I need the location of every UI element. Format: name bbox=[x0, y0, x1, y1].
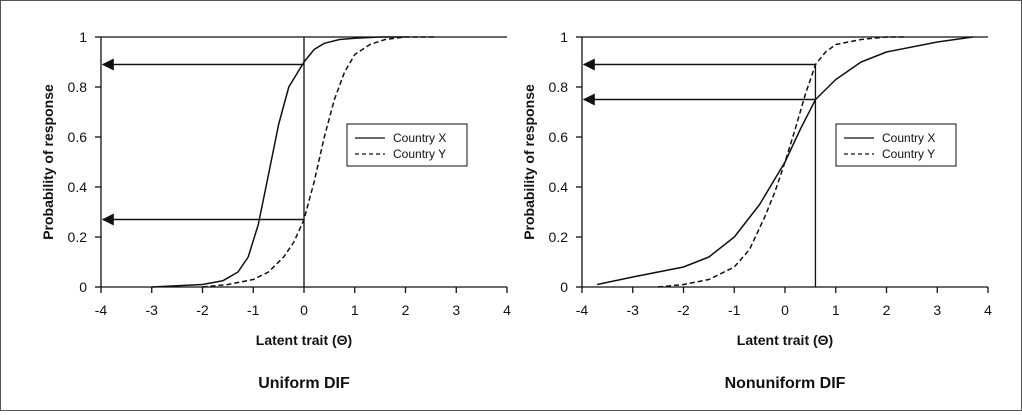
x-tick-label: 2 bbox=[402, 302, 410, 318]
x-tick-label: 4 bbox=[503, 302, 511, 318]
x-tick-label: 0 bbox=[300, 302, 308, 318]
legend-box bbox=[835, 123, 957, 167]
y-tick-label: 1 bbox=[560, 29, 568, 45]
x-tick-label: -1 bbox=[247, 302, 260, 318]
x-tick-label: -4 bbox=[576, 302, 589, 318]
y-tick-label: 0.4 bbox=[68, 179, 88, 195]
chart-caption: Nonuniform DIF bbox=[725, 375, 846, 392]
legend-label: Country X bbox=[882, 131, 935, 145]
y-tick-label: 0 bbox=[79, 279, 87, 295]
legend-box bbox=[346, 123, 468, 167]
y-tick-label: 1 bbox=[79, 29, 87, 45]
y-tick-label: 0.2 bbox=[68, 229, 88, 245]
x-tick-label: 3 bbox=[933, 302, 941, 318]
x-tick-label: 1 bbox=[351, 302, 359, 318]
y-tick-label: 0 bbox=[560, 279, 568, 295]
x-tick-label: 4 bbox=[984, 302, 992, 318]
legend: Country X Country Y bbox=[346, 123, 468, 167]
chart-caption: Uniform DIF bbox=[258, 375, 350, 392]
x-tick-label: 3 bbox=[452, 302, 460, 318]
x-tick-label: -2 bbox=[196, 302, 209, 318]
series-line-country-y bbox=[658, 36, 907, 288]
y-axis-label: Probability of response bbox=[40, 84, 56, 240]
y-tick-label: 0.8 bbox=[68, 79, 88, 95]
series-line-country-x bbox=[151, 36, 406, 288]
x-tick-label: -2 bbox=[677, 302, 690, 318]
y-tick-label: 0.4 bbox=[549, 179, 569, 195]
y-tick-label: 0.2 bbox=[549, 229, 569, 245]
x-tick-label: -3 bbox=[146, 302, 159, 318]
series-line-country-x bbox=[597, 36, 973, 286]
x-tick-label: 2 bbox=[883, 302, 891, 318]
legend-label: Country Y bbox=[882, 147, 935, 161]
y-axis-label: Probability of response bbox=[521, 84, 537, 240]
y-tick-label: 0.8 bbox=[549, 79, 569, 95]
x-axis-label: Latent trait (Θ) bbox=[737, 332, 833, 348]
y-tick-label: 0.6 bbox=[68, 129, 88, 145]
chart-panel-2: -4 -3 -2 -1 0 1 2 3 4 0 0.2 0.4 0.6 0.8 1 Latent trait … bbox=[521, 29, 992, 392]
chart-panel-1: -4 -3 -2 -1 0 1 2 3 4 0 0.2 0.4 0.6 0.8 1 Latent trait … bbox=[40, 29, 511, 392]
legend: Country X Country Y bbox=[835, 123, 957, 167]
x-tick-label: -4 bbox=[95, 302, 108, 318]
y-tick-label: 0.6 bbox=[549, 129, 569, 145]
legend-label: Country X bbox=[393, 131, 446, 145]
series-line-country-y bbox=[202, 36, 436, 288]
x-axis-label: Latent trait (Θ) bbox=[256, 332, 352, 348]
x-tick-label: -1 bbox=[728, 302, 741, 318]
x-tick-label: 0 bbox=[781, 302, 789, 318]
x-tick-label: -3 bbox=[627, 302, 640, 318]
x-tick-label: 1 bbox=[832, 302, 840, 318]
legend-label: Country Y bbox=[393, 147, 446, 161]
